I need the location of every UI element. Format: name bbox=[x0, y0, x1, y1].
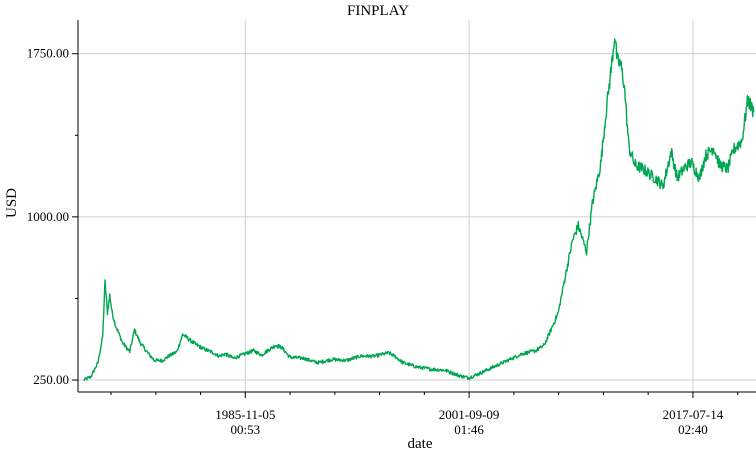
x-axis-title: date bbox=[408, 436, 433, 452]
y-tick-label: 1750.00 bbox=[27, 46, 69, 61]
x-tick-time: 01:46 bbox=[454, 422, 484, 437]
x-tick-label: 1985-11-05 00:53 bbox=[215, 407, 275, 437]
x-tick-date: 1985-11-05 bbox=[215, 407, 275, 422]
axes bbox=[77, 20, 756, 393]
x-tick-label: 2017-07-14 02:40 bbox=[663, 407, 724, 437]
x-axis-ticks: 1985-11-05 00:53 2001-09-09 01:46 2017-07-14… bbox=[110, 392, 739, 437]
x-tick-date: 2017-07-14 bbox=[663, 407, 724, 422]
x-tick-time: 02:40 bbox=[678, 422, 708, 437]
y-axis-title: USD bbox=[4, 188, 20, 218]
series-line bbox=[83, 38, 755, 382]
y-tick-label: 1000.00 bbox=[27, 209, 69, 224]
x-tick-date: 2001-09-09 bbox=[439, 407, 500, 422]
y-tick-label: 250.00 bbox=[33, 372, 69, 387]
grid-lines bbox=[78, 20, 756, 392]
y-axis-ticks: 250.00 1000.00 1750.00 bbox=[27, 46, 78, 387]
x-tick-label: 2001-09-09 01:46 bbox=[439, 407, 500, 437]
x-tick-time: 00:53 bbox=[230, 422, 260, 437]
chart-title: FINPLAY bbox=[347, 3, 409, 19]
